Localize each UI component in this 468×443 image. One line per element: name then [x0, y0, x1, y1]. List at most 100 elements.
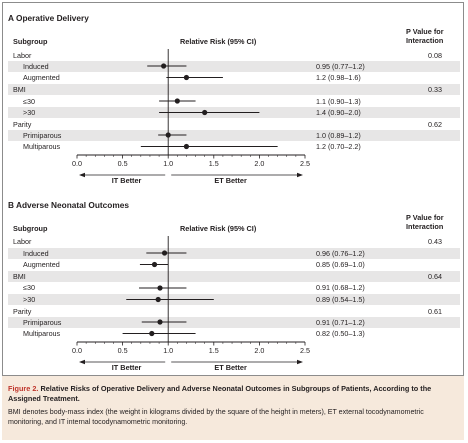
row-ci-text: 0.96 (0.76–1.2) — [316, 249, 365, 258]
point-estimate — [157, 319, 163, 325]
row-label: Augmented — [23, 73, 60, 82]
row-label: Induced — [23, 62, 49, 71]
row-label: Augmented — [23, 260, 60, 269]
left-arrowhead — [79, 172, 85, 178]
panel-b-row-bmi-gt30: >30 0.89 (0.54–1.5) — [8, 294, 460, 305]
row-ci-text: 0.91 (0.68–1.2) — [316, 283, 365, 292]
row-label: >30 — [23, 108, 36, 117]
row-label: Primiparous — [23, 318, 62, 327]
panel-b-row-primiparous: Primiparous 0.91 (0.71–1.2) — [8, 317, 460, 328]
point-estimate — [149, 330, 155, 337]
panel-a-subgroup-header: Subgroup — [13, 37, 48, 46]
row-label: Labor — [13, 51, 32, 60]
right-direction-label: ET Better — [214, 176, 247, 185]
left-direction-label: IT Better — [112, 176, 142, 185]
point-estimate — [183, 143, 190, 150]
x-tick-label: 2.0 — [254, 159, 264, 168]
row-label: >30 — [23, 295, 36, 304]
row-ci-text: 0.89 (0.54–1.5) — [316, 295, 365, 304]
point-estimate — [157, 285, 163, 291]
point-estimate — [151, 261, 158, 268]
caption-title-text: Relative Risks of Operative Delivery and… — [8, 384, 432, 403]
row-ci-text: 1.4 (0.90–2.0) — [316, 108, 361, 117]
x-tick-label: 1.0 — [163, 346, 173, 355]
row-ci-text: 0.95 (0.77–1.2) — [316, 62, 365, 71]
left-arrowhead — [79, 359, 85, 365]
row-label: ≤30 — [23, 97, 35, 106]
row-ci-text: 1.0 (0.89–1.2) — [316, 131, 361, 140]
panel-b-subgroup-header: Subgroup — [13, 224, 48, 233]
panel-a-title: A Operative Delivery — [8, 13, 89, 23]
panel-a-pvalue-header: P Value for Interaction — [406, 27, 444, 45]
panel-a-row-induced: Induced 0.95 (0.77–1.2) — [8, 61, 460, 72]
x-tick-label: 1.0 — [163, 159, 173, 168]
right-direction-label: ET Better — [214, 363, 247, 372]
panel-b-forest-plot: 0.0 0.5 1.0 1.5 2.0 2.5 IT Better ET Better — [72, 236, 310, 372]
point-estimate — [183, 74, 190, 81]
point-estimate — [155, 296, 161, 303]
panel-a-row-labor: Labor 0.08 — [8, 50, 460, 61]
x-tick-label: 0.0 — [72, 346, 82, 355]
left-direction-label: IT Better — [112, 363, 142, 372]
panel-b-row-parity: Parity 0.61 — [8, 306, 460, 317]
panel-a-row-multiparous: Multiparous 1.2 (0.70–2.2) — [8, 141, 460, 152]
panel-a-row-augmented: Augmented 1.2 (0.98–1.6) — [8, 72, 460, 83]
row-label: Parity — [13, 307, 32, 316]
row-label: ≤30 — [23, 283, 35, 292]
row-pvalue: 0.08 — [428, 51, 442, 60]
x-tick-label: 2.0 — [254, 346, 264, 355]
row-label: Primiparous — [23, 131, 62, 140]
panel-a-effect-header: Relative Risk (95% CI) — [180, 37, 257, 46]
row-label: Labor — [13, 237, 32, 246]
panel-b-title: B Adverse Neonatal Outcomes — [8, 200, 129, 210]
row-pvalue: 0.62 — [428, 120, 442, 129]
point-estimate — [174, 98, 180, 104]
row-ci-text: 0.91 (0.71–1.2) — [316, 318, 365, 327]
right-arrowhead — [297, 359, 303, 365]
panel-a-row-primiparous: Primiparous 1.0 (0.89–1.2) — [8, 130, 460, 141]
panel-b-row-bmi: BMI 0.64 — [8, 271, 460, 282]
row-ci-text: 1.1 (0.90–1.3) — [316, 97, 361, 106]
row-ci-text: 1.2 (0.70–2.2) — [316, 142, 361, 151]
panel-b-row-augmented: Augmented 0.85 (0.69–1.0) — [8, 259, 460, 270]
row-pvalue: 0.43 — [428, 237, 442, 246]
panel-a-forest-plot: 0.0 0.5 1.0 1.5 2.0 2.5 IT Better ET Better — [72, 49, 310, 185]
row-label: Multiparous — [23, 329, 61, 338]
caption-figure-label: Figure 2. — [8, 384, 39, 393]
caption-body: BMI denotes body-mass index (the weight … — [8, 408, 424, 426]
row-ci-text: 0.85 (0.69–1.0) — [316, 260, 365, 269]
row-pvalue: 0.64 — [428, 272, 442, 281]
row-ci-text: 0.82 (0.50–1.3) — [316, 329, 365, 338]
point-estimate — [161, 63, 167, 69]
row-label: BMI — [13, 272, 26, 281]
row-pvalue: 0.61 — [428, 307, 442, 316]
point-estimate — [165, 132, 171, 138]
panel-b-row-bmi-le30: ≤30 0.91 (0.68–1.2) — [8, 282, 460, 293]
panel-b-row-induced: Induced 0.96 (0.76–1.2) — [8, 248, 460, 259]
caption-title: Figure 2. Relative Risks of Operative De… — [8, 384, 458, 404]
row-pvalue: 0.33 — [428, 85, 442, 94]
panel-a-row-parity: Parity 0.62 — [8, 119, 460, 130]
row-label: BMI — [13, 85, 26, 94]
point-estimate — [161, 250, 168, 256]
point-estimate — [202, 109, 208, 116]
panel-a-row-bmi-le30: ≤30 1.1 (0.90–1.3) — [8, 96, 460, 107]
panel-a-row-bmi: BMI 0.33 — [8, 84, 460, 95]
x-tick-label: 0.5 — [118, 346, 128, 355]
x-tick-label: 1.5 — [209, 159, 219, 168]
x-tick-label: 2.5 — [300, 346, 310, 355]
x-tick-label: 2.5 — [300, 159, 310, 168]
row-ci-text: 1.2 (0.98–1.6) — [316, 73, 361, 82]
panel-b-pvalue-header: P Value for Interaction — [406, 213, 444, 231]
x-tick-label: 0.5 — [118, 159, 128, 168]
row-label: Induced — [23, 249, 49, 258]
x-tick-label: 1.5 — [209, 346, 219, 355]
row-label: Parity — [13, 120, 32, 129]
panel-b-effect-header: Relative Risk (95% CI) — [180, 224, 257, 233]
x-tick-label: 0.0 — [72, 159, 82, 168]
right-arrowhead — [297, 172, 303, 178]
row-label: Multiparous — [23, 142, 61, 151]
figure-caption: Figure 2. Relative Risks of Operative De… — [2, 375, 464, 440]
panel-b-row-multiparous: Multiparous 0.82 (0.50–1.3) — [8, 328, 460, 339]
panel-b-row-labor: Labor 0.43 — [8, 236, 460, 247]
